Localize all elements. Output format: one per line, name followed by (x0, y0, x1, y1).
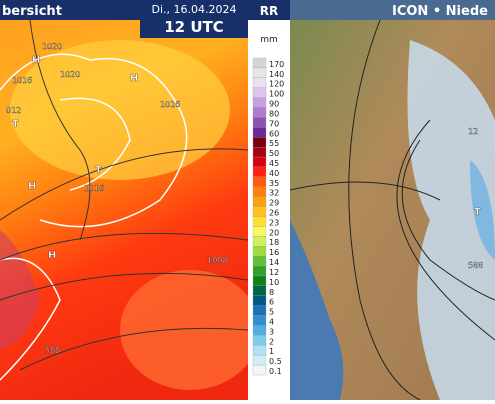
legend-label: 4 (269, 317, 274, 326)
map-label: 588 (468, 261, 483, 270)
time: 12 UTC (164, 18, 224, 36)
param-box (248, 0, 290, 20)
legend-swatch (252, 335, 267, 346)
map-label: 12 (468, 127, 478, 136)
legend-unit: mm (260, 35, 278, 45)
legend-swatch (252, 364, 267, 376)
legend-swatch (252, 236, 267, 247)
legend-swatch (252, 117, 267, 128)
map-label: 1016 (12, 76, 32, 85)
map-label: 1016 (160, 100, 180, 109)
legend-label: 29 (269, 199, 279, 208)
map-label: 1008 (207, 256, 227, 265)
legend-swatch (252, 355, 267, 366)
legend-swatch (252, 315, 267, 326)
legend-label: 140 (269, 70, 284, 79)
legend-swatch (252, 107, 267, 118)
legend-swatch (252, 305, 267, 316)
map-label: H (48, 250, 56, 261)
map-label: T (12, 119, 19, 130)
legend-label: 12 (269, 268, 279, 277)
legend-label: 40 (269, 169, 279, 178)
map-label: T (474, 207, 481, 218)
map-label: T (95, 165, 102, 176)
map-label: 012 (6, 106, 21, 115)
legend-swatch (252, 196, 267, 207)
legend-swatch (252, 127, 267, 138)
legend-label: 16 (269, 248, 279, 257)
legend-swatch (252, 285, 267, 296)
legend-label: 170 (269, 60, 284, 69)
legend-swatch (252, 345, 267, 356)
legend: 1701401201009080706055504540353229262320… (252, 57, 284, 376)
legend-label: 6 (269, 298, 274, 307)
date: Di., 16.04.2024 (152, 3, 237, 16)
legend-swatch (252, 295, 267, 306)
legend-label: 18 (269, 238, 279, 247)
legend-swatch (252, 137, 267, 148)
legend-label: 8 (269, 288, 274, 297)
map-label: H (32, 55, 40, 66)
left-map (0, 19, 260, 400)
legend-label: 70 (269, 119, 279, 128)
legend-label: 120 (269, 80, 284, 89)
legend-swatch (252, 77, 267, 88)
legend-label: 80 (269, 109, 279, 118)
legend-swatch (252, 97, 267, 108)
legend-label: 2 (269, 337, 274, 346)
map-label: 1020 (60, 70, 80, 79)
legend-label: 0.1 (269, 367, 282, 376)
legend-swatch (252, 156, 267, 168)
legend-swatch (252, 246, 267, 257)
legend-swatch (252, 57, 267, 69)
legend-label: 20 (269, 228, 279, 237)
time-box (140, 0, 248, 38)
map-label: H (28, 181, 36, 192)
legend-label: 35 (269, 179, 279, 188)
left-header (0, 0, 140, 20)
map-label: 1016 (84, 184, 104, 193)
legend-label: 14 (269, 258, 279, 267)
legend-swatch (252, 265, 267, 277)
legend-label: 0.5 (269, 357, 282, 366)
legend-swatch (252, 147, 267, 158)
legend-label: 5 (269, 308, 274, 317)
legend-swatch (252, 226, 267, 237)
map-label: H (130, 73, 138, 84)
right-header (290, 0, 495, 20)
legend-label: 100 (269, 90, 284, 99)
legend-swatch (252, 67, 267, 78)
legend-swatch (252, 206, 267, 217)
right-title: ICON • Niede (392, 4, 488, 19)
legend-swatch (252, 255, 267, 267)
map-label: 1020 (42, 42, 62, 51)
parameter: RR (260, 4, 278, 18)
legend-label: 1 (269, 347, 274, 356)
legend-swatch (252, 176, 267, 187)
legend-label: 55 (269, 139, 279, 148)
left-title: bersicht (2, 4, 62, 19)
legend-label: 50 (269, 149, 279, 158)
legend-label: 10 (269, 278, 279, 287)
legend-swatch (252, 325, 267, 336)
legend-swatch (252, 275, 267, 286)
map-label: 588 (45, 346, 60, 355)
legend-label: 23 (269, 218, 279, 227)
legend-label: 90 (269, 100, 279, 109)
legend-swatch (252, 216, 267, 227)
legend-label: 32 (269, 189, 279, 198)
legend-swatch (252, 186, 267, 197)
right-map (289, 19, 495, 401)
legend-label: 45 (269, 159, 279, 168)
legend-swatch (252, 166, 267, 178)
legend-label: 26 (269, 209, 279, 218)
legend-label: 60 (269, 129, 279, 138)
legend-swatch (252, 87, 267, 98)
legend-label: 3 (269, 327, 274, 336)
